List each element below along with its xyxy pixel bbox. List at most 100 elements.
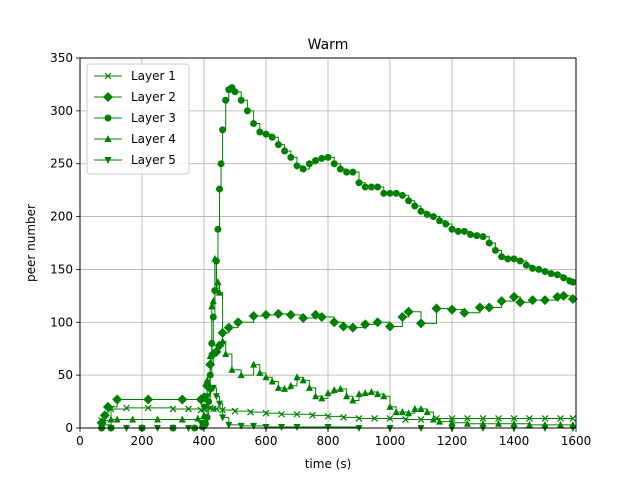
data-point xyxy=(417,207,425,215)
data-point xyxy=(448,225,456,233)
data-point xyxy=(411,202,419,210)
marker-stroke xyxy=(479,415,487,422)
data-point xyxy=(112,394,123,405)
legend-marker xyxy=(104,72,112,80)
data-point xyxy=(222,96,230,104)
data-point xyxy=(293,410,301,418)
data-point xyxy=(355,415,363,422)
legend-entry: Layer 5 xyxy=(94,153,176,167)
data-point xyxy=(459,307,470,318)
marker-stroke xyxy=(510,415,518,422)
legend-marker xyxy=(104,135,112,142)
data-point xyxy=(312,392,320,400)
data-point xyxy=(262,423,270,431)
data-point xyxy=(479,233,487,241)
data-point xyxy=(491,246,499,254)
data-point xyxy=(208,302,216,310)
data-point xyxy=(361,389,369,397)
data-point xyxy=(287,153,295,161)
y-tick-label: 250 xyxy=(50,157,73,171)
data-point xyxy=(200,403,208,411)
data-point xyxy=(237,422,245,430)
data-point xyxy=(223,322,234,333)
marker-stroke xyxy=(212,405,220,413)
data-point xyxy=(324,423,332,431)
data-point xyxy=(464,415,471,422)
marker-stroke xyxy=(541,415,549,422)
data-point xyxy=(360,319,371,330)
series-2 xyxy=(96,290,578,428)
x-tick-label: 1400 xyxy=(499,434,530,448)
legend-marker xyxy=(103,92,113,102)
marker-stroke xyxy=(371,415,378,422)
data-point xyxy=(316,312,327,322)
data-point xyxy=(429,415,437,423)
data-point xyxy=(318,154,326,162)
data-point xyxy=(209,313,217,321)
data-point xyxy=(485,239,493,247)
marker-stroke xyxy=(402,416,409,423)
data-point xyxy=(305,160,313,168)
y-axis-label: peer number xyxy=(24,204,38,282)
legend-label: Layer 1 xyxy=(131,69,176,83)
data-point xyxy=(143,394,154,405)
data-point xyxy=(206,388,214,395)
data-point xyxy=(349,168,357,176)
data-point xyxy=(324,153,332,161)
data-point xyxy=(214,225,222,233)
data-point xyxy=(219,337,227,345)
marker-stroke xyxy=(247,408,254,416)
data-point xyxy=(154,415,161,423)
legend-label: Layer 5 xyxy=(131,153,176,167)
data-point xyxy=(123,404,130,412)
data-point xyxy=(347,322,358,333)
data-point xyxy=(343,392,351,400)
x-tick-label: 0 xyxy=(76,434,84,448)
data-point xyxy=(336,384,344,392)
data-point xyxy=(398,408,406,416)
data-point xyxy=(403,306,414,317)
y-tick-label: 300 xyxy=(50,104,73,118)
data-point xyxy=(281,147,289,155)
marker-stroke xyxy=(569,415,577,422)
marker-stroke xyxy=(185,405,192,413)
data-point xyxy=(216,288,223,296)
data-point xyxy=(219,126,227,134)
data-point xyxy=(429,213,437,221)
data-point xyxy=(261,309,271,320)
data-point xyxy=(209,405,217,413)
data-point xyxy=(237,371,245,379)
data-point xyxy=(203,393,211,401)
data-point xyxy=(225,421,233,429)
data-point xyxy=(464,419,471,427)
legend: Layer 1 Layer 2 Layer 3 Layer 4 Layer 5 xyxy=(86,63,190,175)
y-tick-label: 50 xyxy=(58,368,73,382)
data-point xyxy=(355,179,363,187)
data-point xyxy=(416,318,426,329)
marker-stroke xyxy=(417,416,425,423)
data-point xyxy=(495,415,502,422)
marker-stroke xyxy=(340,414,347,421)
legend-marker xyxy=(104,157,112,164)
data-point xyxy=(557,420,564,428)
data-point xyxy=(107,415,115,423)
data-point xyxy=(293,162,301,170)
data-point xyxy=(99,410,110,421)
data-point xyxy=(273,308,284,319)
data-point xyxy=(448,418,456,426)
data-point xyxy=(510,415,518,422)
data-point xyxy=(231,88,239,96)
data-point xyxy=(558,290,569,301)
data-point xyxy=(203,376,211,384)
data-point xyxy=(510,255,518,263)
data-point xyxy=(423,408,431,416)
data-point xyxy=(397,312,408,322)
data-point xyxy=(113,415,121,423)
data-point xyxy=(324,389,332,397)
data-point xyxy=(330,160,338,168)
data-point xyxy=(178,415,186,423)
legend-label: Layer 4 xyxy=(131,132,176,146)
x-tick-label: 1600 xyxy=(561,434,592,448)
data-point xyxy=(250,120,258,128)
data-point xyxy=(340,414,347,421)
